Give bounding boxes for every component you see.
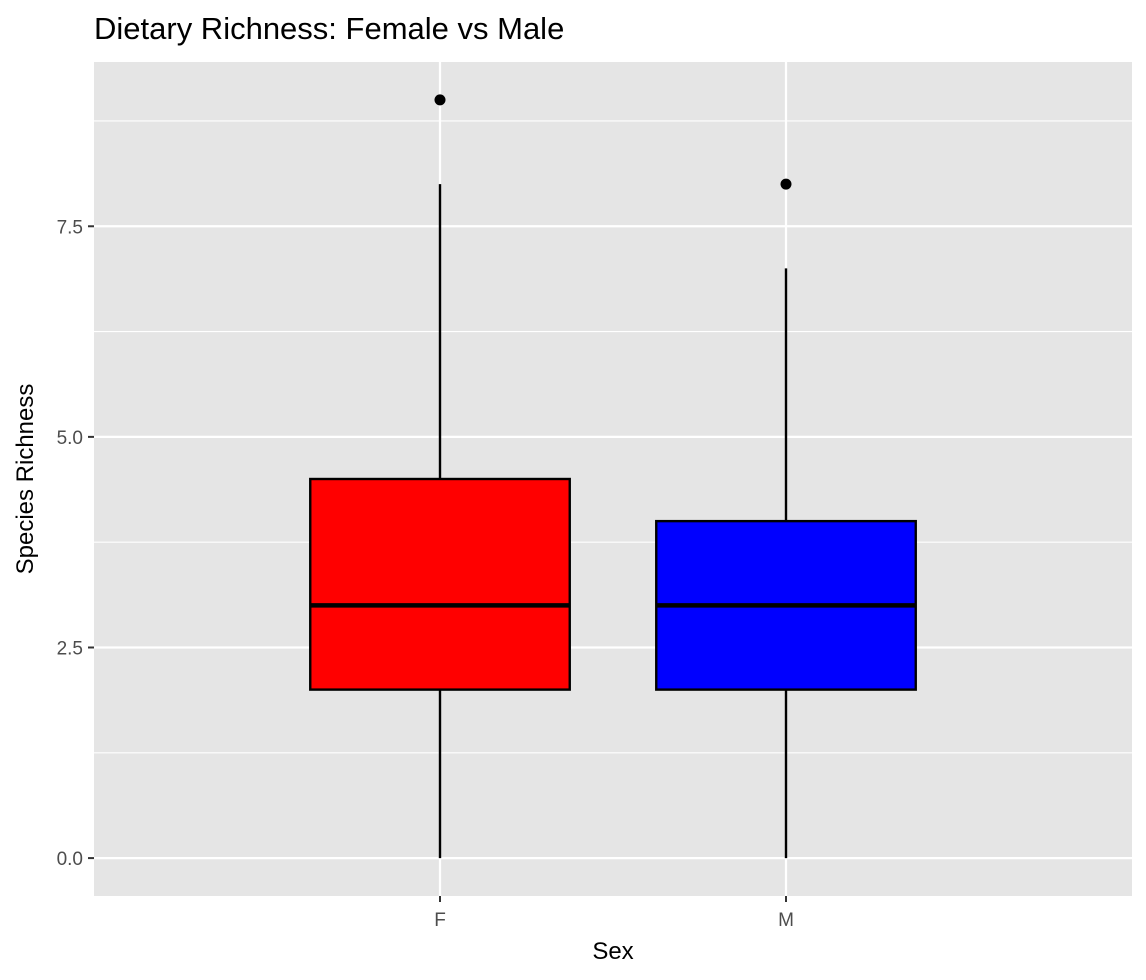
- x-tick-label: F: [434, 910, 446, 931]
- y-axis: 0.0 2.5 5.0 7.5: [57, 217, 94, 870]
- chart-title: Dietary Richness: Female vs Male: [94, 11, 564, 46]
- y-axis-title: Species Richness: [12, 384, 39, 575]
- outlier-point: [780, 178, 792, 190]
- box-f: [309, 94, 571, 859]
- x-tick-label: M: [778, 910, 794, 931]
- y-tick-label: 5.0: [57, 428, 83, 449]
- box-m: [655, 178, 917, 859]
- plot-panel: [94, 62, 1132, 896]
- outlier-point: [434, 94, 446, 106]
- y-tick-label: 7.5: [57, 217, 83, 238]
- x-axis-title: Sex: [592, 938, 633, 965]
- y-tick-label: 0.0: [57, 849, 83, 870]
- minor-gridlines: [94, 120, 1132, 754]
- y-tick-label: 2.5: [57, 638, 83, 659]
- iqr-box: [309, 477, 571, 691]
- box-series: [309, 94, 917, 859]
